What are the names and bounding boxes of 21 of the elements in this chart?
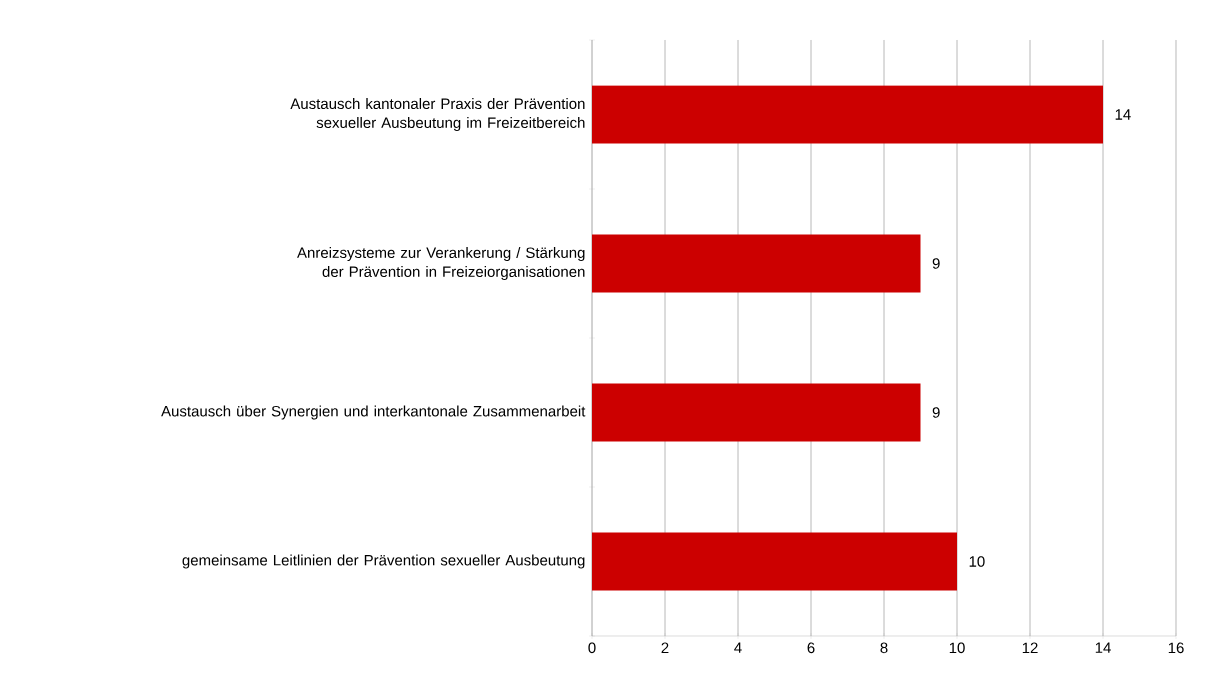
x-tick-label: 16 xyxy=(1168,642,1184,654)
data-label: 14 xyxy=(1115,109,1131,120)
x-tick-label: 0 xyxy=(588,642,596,654)
x-tick-label: 12 xyxy=(1022,642,1038,653)
y-tick-label: Anreizsysteme zur Verankerung / Stärkung der Prävention in Freizeiorganisationen xyxy=(297,247,585,280)
x-tick-label: 14 xyxy=(1095,642,1111,653)
y-tick-label: gemeinsame Leitlinien der Prävention sexueller Ausbeutung xyxy=(182,554,585,569)
x-tick-label: 6 xyxy=(807,642,815,654)
bar xyxy=(592,532,957,591)
bar xyxy=(592,383,921,442)
y-tick-label: Austausch kantonaler Praxis der Prävention sexueller Ausbeutung im Freizeitbereich xyxy=(290,98,585,131)
x-tick-label: 4 xyxy=(734,642,742,653)
x-tick-label: 2 xyxy=(661,642,669,653)
data-label: 10 xyxy=(969,556,985,567)
data-label: 9 xyxy=(932,258,940,269)
data-label: 9 xyxy=(932,407,940,418)
bar xyxy=(592,234,921,293)
bar xyxy=(592,85,1103,144)
y-tick-label: Austausch über Synergien und interkantonale Zusammenarbeit xyxy=(161,405,586,420)
x-tick-label: 8 xyxy=(880,642,888,654)
x-tick-label: 10 xyxy=(949,642,965,654)
